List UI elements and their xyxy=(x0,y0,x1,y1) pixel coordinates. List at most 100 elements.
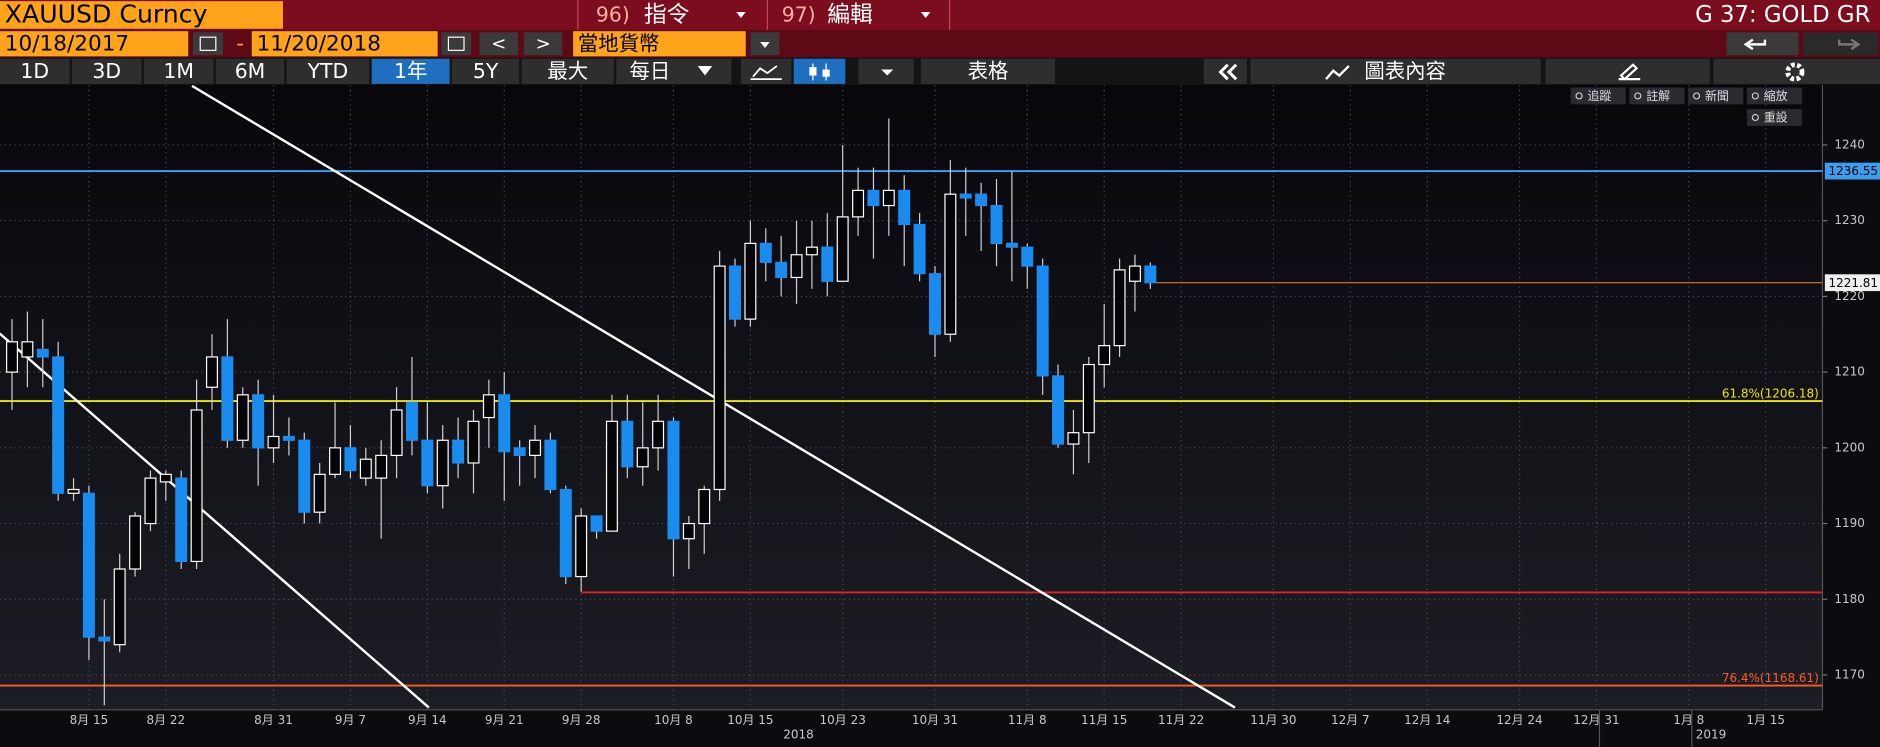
candle-icon xyxy=(809,67,817,76)
x-tick-label: 12月 31 xyxy=(1573,713,1619,727)
period-button[interactable] xyxy=(143,58,214,84)
candle-body xyxy=(928,273,941,335)
start-date: 10/18/2017 xyxy=(5,31,129,56)
candle-body xyxy=(605,420,618,532)
candle-body xyxy=(390,409,403,457)
period-label: YTD xyxy=(307,59,349,83)
next-button[interactable] xyxy=(523,32,563,56)
x-tick-label: 9月 21 xyxy=(485,713,524,727)
y-tick-label: 1220 xyxy=(1834,289,1864,303)
period-button[interactable] xyxy=(371,58,450,84)
candle-body xyxy=(559,488,572,578)
candle-body xyxy=(590,515,603,532)
x-tick-label: 12月 24 xyxy=(1496,713,1542,727)
frequency-button[interactable] xyxy=(616,58,732,84)
settings-button[interactable] xyxy=(1713,58,1880,84)
tool-icon xyxy=(1575,92,1583,100)
candle-body xyxy=(282,435,295,441)
dropdown-arrow xyxy=(697,65,713,76)
period-button[interactable] xyxy=(0,58,70,84)
y-tick-label: 1230 xyxy=(1834,213,1864,227)
x-tick-label: 11月 22 xyxy=(1158,713,1204,727)
period-buttons: 1D 3D 1M 6M YTD 1年 5Y 最大 xyxy=(0,58,614,84)
candle-body xyxy=(1021,246,1034,267)
candle-body xyxy=(775,261,788,279)
date-field[interactable] xyxy=(251,31,438,57)
end-date: 11/20/2018 xyxy=(257,31,381,56)
candle-body xyxy=(682,522,695,540)
menu[interactable]: 指令 xyxy=(644,2,690,28)
level-label: 76.4%(1168.61) xyxy=(1722,671,1819,685)
candle-body xyxy=(467,420,480,464)
candle-icon xyxy=(822,69,830,77)
candle-body xyxy=(575,515,588,578)
level-label: 61.8%(1206.18) xyxy=(1722,386,1819,400)
tool-icon xyxy=(1751,92,1759,100)
calendar-button[interactable] xyxy=(193,32,224,56)
candle-body xyxy=(405,401,418,441)
collapse-button[interactable] xyxy=(1203,58,1247,84)
candle-body xyxy=(36,348,49,358)
candle-body xyxy=(975,193,988,207)
tool-label: 縮放 xyxy=(1764,88,1788,103)
dropdown-arrow xyxy=(736,11,746,18)
prev-button[interactable] xyxy=(479,32,518,56)
candle-body xyxy=(913,223,926,275)
price-tag xyxy=(1824,274,1880,292)
period-label: 1M xyxy=(163,59,194,83)
year-label: 2019 xyxy=(1696,728,1726,742)
candle-body xyxy=(452,439,465,464)
x-tick-label: 1月 15 xyxy=(1746,713,1785,727)
tool-button[interactable] xyxy=(1570,87,1626,105)
candle-body xyxy=(375,454,388,479)
tool-button[interactable] xyxy=(1629,87,1685,105)
tool-button[interactable] xyxy=(1688,87,1744,105)
menu-num: 96) xyxy=(596,3,630,27)
period-label: 1D xyxy=(20,59,49,83)
candle-body xyxy=(1113,269,1126,347)
candle-body xyxy=(113,568,126,646)
date-field[interactable] xyxy=(0,31,189,57)
menu[interactable]: 編輯 xyxy=(827,2,873,28)
table-button[interactable] xyxy=(920,58,1056,84)
menu-num: 97) xyxy=(782,3,816,27)
chart-content-button[interactable] xyxy=(1250,58,1541,84)
period-button[interactable] xyxy=(71,58,142,84)
security-box[interactable] xyxy=(0,1,283,29)
candle-body xyxy=(744,242,757,320)
tool-button[interactable] xyxy=(1746,87,1803,105)
candle-body xyxy=(498,394,511,453)
candle-body xyxy=(759,242,772,263)
candle-body xyxy=(959,193,972,199)
candle-body xyxy=(159,473,172,483)
tool-label: 追蹤 xyxy=(1587,88,1611,103)
period-button[interactable] xyxy=(452,58,520,84)
candle-body xyxy=(621,420,634,468)
x-tick-label: 10月 15 xyxy=(727,713,773,727)
x-tick-label: 9月 7 xyxy=(335,713,366,727)
x-tick-label: 9月 14 xyxy=(408,713,447,727)
x-tick-label: 8月 22 xyxy=(147,713,186,727)
candle-body xyxy=(313,473,326,513)
candle-body xyxy=(436,439,449,487)
period-button[interactable] xyxy=(286,58,370,84)
candle-body xyxy=(821,246,834,282)
calendar-button[interactable] xyxy=(441,32,472,56)
candle-body xyxy=(882,189,895,207)
prev: < xyxy=(491,33,506,54)
tool-icon xyxy=(1751,113,1759,122)
y-tick-label: 1170 xyxy=(1834,667,1864,681)
candle-body xyxy=(421,439,434,487)
candle-button[interactable] xyxy=(793,58,846,84)
x-tick-label: 11月 30 xyxy=(1250,713,1296,727)
y-tick-label: 1180 xyxy=(1834,592,1864,606)
candle-body xyxy=(790,254,803,279)
currency-field[interactable] xyxy=(573,31,746,57)
tool-button[interactable] xyxy=(1746,109,1803,126)
plot xyxy=(0,85,1823,710)
period-button[interactable] xyxy=(215,58,285,84)
year-label: 2018 xyxy=(783,728,813,742)
period-button[interactable] xyxy=(521,58,614,84)
